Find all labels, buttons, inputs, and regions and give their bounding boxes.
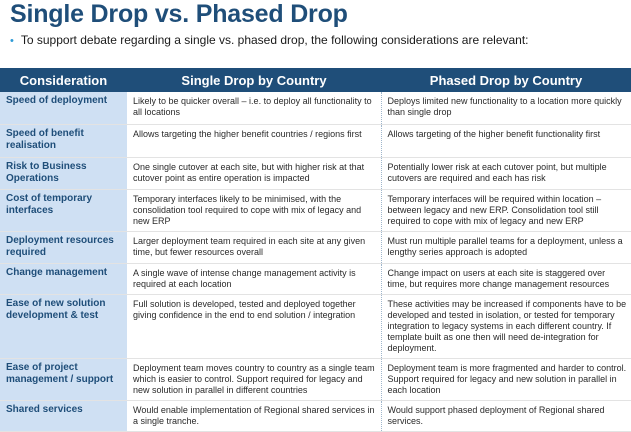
single-drop-cell: A single wave of intense change manageme… — [127, 263, 382, 295]
single-drop-cell: Would enable implementation of Regional … — [127, 400, 382, 432]
phased-drop-cell: Change impact on users at each site is s… — [381, 263, 631, 295]
phased-drop-cell: Deploys limited new functionality to a l… — [381, 92, 631, 125]
consideration-cell: Cost of temporary interfaces — [0, 189, 127, 232]
header-phased-drop: Phased Drop by Country — [381, 68, 631, 92]
table-row: Ease of new solution development & test … — [0, 294, 631, 359]
consideration-cell: Ease of project management / support — [0, 358, 127, 401]
single-drop-cell: Temporary interfaces likely to be minimi… — [127, 189, 382, 232]
comparison-table: Consideration Single Drop by Country Pha… — [0, 68, 631, 432]
phased-drop-cell: These activities may be increased if com… — [381, 294, 631, 359]
table-row: Risk to Business Operations One single c… — [0, 157, 631, 190]
phased-drop-cell: Must run multiple parallel teams for a d… — [381, 231, 631, 264]
table-row: Cost of temporary interfaces Temporary i… — [0, 189, 631, 232]
table-row: Change management A single wave of inten… — [0, 263, 631, 295]
phased-drop-cell: Potentially lower risk at each cutover p… — [381, 157, 631, 190]
phased-drop-cell: Temporary interfaces will be required wi… — [381, 189, 631, 232]
consideration-cell: Ease of new solution development & test — [0, 294, 127, 359]
header-single-drop: Single Drop by Country — [127, 68, 381, 92]
table-row: Shared services Would enable implementat… — [0, 400, 631, 432]
page-title: Single Drop vs. Phased Drop — [10, 0, 348, 28]
single-drop-cell: Deployment team moves country to country… — [127, 358, 382, 401]
consideration-cell: Shared services — [0, 400, 127, 432]
consideration-cell: Deployment resources required — [0, 231, 127, 264]
consideration-cell: Risk to Business Operations — [0, 157, 127, 190]
table-row: Deployment resources required Larger dep… — [0, 231, 631, 264]
consideration-cell: Speed of benefit realisation — [0, 124, 127, 158]
consideration-cell: Speed of deployment — [0, 92, 127, 125]
header-consideration: Consideration — [0, 68, 127, 92]
single-drop-cell: Larger deployment team required in each … — [127, 231, 382, 264]
single-drop-cell: Likely to be quicker overall – i.e. to d… — [127, 92, 382, 125]
table-header-row: Consideration Single Drop by Country Pha… — [0, 68, 631, 92]
phased-drop-cell: Deployment team is more fragmented and h… — [381, 358, 631, 401]
table-row: Speed of benefit realisation Allows targ… — [0, 124, 631, 158]
table-row: Speed of deployment Likely to be quicker… — [0, 92, 631, 125]
phased-drop-cell: Would support phased deployment of Regio… — [381, 400, 631, 432]
consideration-cell: Change management — [0, 263, 127, 295]
table-row: Ease of project management / support Dep… — [0, 358, 631, 401]
phased-drop-cell: Allows targeting of the higher benefit f… — [381, 124, 631, 158]
single-drop-cell: Full solution is developed, tested and d… — [127, 294, 382, 359]
intro-text: To support debate regarding a single vs.… — [20, 33, 529, 47]
single-drop-cell: One single cutover at each site, but wit… — [127, 157, 382, 190]
intro-bullet: • To support debate regarding a single vs… — [10, 33, 625, 47]
single-drop-cell: Allows targeting the higher benefit coun… — [127, 124, 382, 158]
bullet-icon: • — [10, 35, 14, 47]
